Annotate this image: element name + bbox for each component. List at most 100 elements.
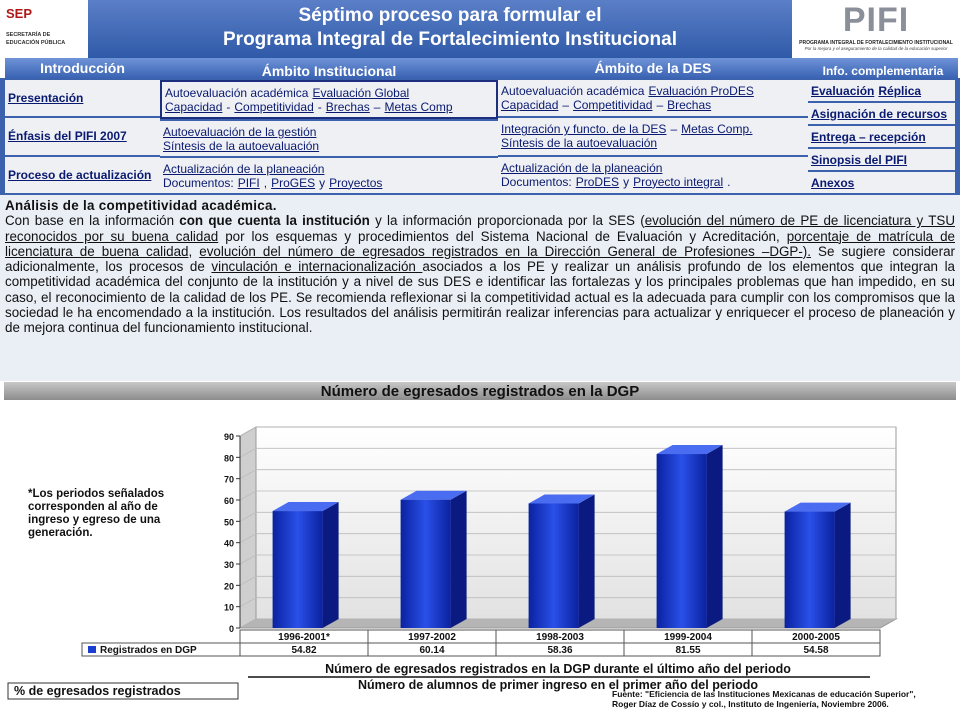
- text-segment: y la información proporcionada por la SE…: [369, 213, 645, 229]
- nav-link[interactable]: Asignación de recursos: [811, 106, 948, 121]
- nav-link[interactable]: Autoevaluación de la gestión: [163, 124, 317, 139]
- nav-link[interactable]: Síntesis de la autoevaluación: [501, 136, 658, 151]
- nav-cell: Evaluación Réplica: [808, 80, 955, 101]
- nav-link[interactable]: Actualización de la planeación: [163, 161, 325, 176]
- y-tick-label: 0: [229, 624, 234, 634]
- tab[interactable]: Info. complementaria: [808, 58, 958, 78]
- nav-link[interactable]: Capacidad: [501, 98, 559, 113]
- nav-cell: Autoevaluación académica Evaluación ProDE…: [498, 80, 808, 117]
- plot-side-wall: [239, 426, 257, 629]
- x-tick-label: 1999-2004: [664, 632, 712, 643]
- text-segment: evolución del número de PE de licenciatu…: [5, 213, 955, 244]
- bar-side: [322, 502, 339, 628]
- source: Fuente: "Eficiencia de las Instituciones…: [612, 689, 916, 699]
- nav-link[interactable]: Énfasis del PIFI 2007: [8, 129, 127, 144]
- nav-line: Autoevaluación académica Evaluación ProDE…: [501, 84, 805, 98]
- y-tick-label: 30: [224, 560, 234, 570]
- denominator: Número de alumnos de primer ingreso en e…: [358, 678, 758, 692]
- text-segment: por los esquemas y procedimientos del Si…: [218, 228, 787, 244]
- nav-cell: Integración y functo. de la DES – Metas Co…: [498, 118, 808, 155]
- sep-logo: SEP SECRETARÍA DE EDUCACIÓN PÚBLICA: [0, 0, 88, 58]
- nav-link[interactable]: Sinopsis del PIFI: [811, 152, 908, 167]
- nav-text: y: [623, 174, 630, 189]
- nav-link[interactable]: Metas Comp.: [681, 122, 753, 137]
- nav-link[interactable]: PIFI: [237, 175, 260, 190]
- nav-text: -: [317, 99, 322, 114]
- bar-top: [528, 494, 595, 504]
- value-label: 60.14: [419, 645, 444, 656]
- nav-column: Presentación Énfasis del PIFI 2007 Proceso…: [5, 80, 160, 193]
- nav-link[interactable]: Actualización de la planeación: [501, 160, 663, 175]
- nav-link[interactable]: Integración y functo. de la DES: [501, 122, 667, 137]
- chart-title-bar: [4, 382, 956, 400]
- nav-link[interactable]: Evaluación Global: [312, 85, 410, 100]
- nav-link[interactable]: Presentación: [8, 91, 84, 106]
- nav-cell: Actualización de la planeación Documentos…: [160, 158, 498, 193]
- nav-link[interactable]: Proyectos: [329, 175, 383, 190]
- nav-link[interactable]: Evaluación ProDES: [648, 84, 754, 99]
- nav-line: Actualización de la planeación: [163, 162, 495, 176]
- nav-link[interactable]: Réplica: [878, 83, 922, 98]
- bar-side: [706, 445, 723, 628]
- nav-link[interactable]: Síntesis de la autoevaluación: [163, 138, 320, 153]
- text-segment: asociados a los PE y realizar un análisi…: [5, 259, 955, 336]
- nav-cell: Asignación de recursos: [808, 103, 955, 124]
- logo-text: EDUCACIÓN PÚBLICA: [6, 40, 66, 46]
- y-tick-label: 80: [224, 453, 234, 463]
- nav-link[interactable]: Anexos: [811, 175, 855, 190]
- nav-link[interactable]: Brechas: [325, 99, 370, 114]
- nav-link[interactable]: ProGES: [271, 175, 316, 190]
- text-segment: Con base en la información: [5, 213, 180, 229]
- header: SEP SECRETARÍA DE EDUCACIÓN PÚBLICA Sépt…: [0, 0, 960, 58]
- bar: [272, 511, 323, 628]
- nav-link[interactable]: Proyecto integral: [633, 174, 724, 189]
- bar: [656, 454, 707, 628]
- nav-cell: Autoevaluación de la gestión Síntesis de …: [160, 121, 498, 156]
- tab[interactable]: Introducción: [5, 58, 160, 78]
- nav-link[interactable]: Proceso de actualización: [8, 167, 152, 182]
- nav-text: –: [562, 98, 570, 113]
- nav-link[interactable]: Entrega – recepción: [811, 129, 926, 144]
- analysis: Análisis de la competitividad académica.…: [0, 195, 960, 381]
- formula-box: [7, 682, 239, 700]
- title: Séptimo proceso para formular el Program…: [110, 4, 790, 52]
- nav-link[interactable]: Metas Comp: [384, 99, 453, 114]
- nav-line: Énfasis del PIFI 2007: [8, 129, 157, 143]
- nav-line: Proceso de actualización: [8, 168, 157, 182]
- nav-line: Asignación de recursos: [811, 107, 952, 121]
- y-tick-label: 40: [224, 539, 234, 549]
- chart-section: Número de egresados registrados en la DG…: [0, 381, 960, 720]
- tab[interactable]: Ámbito de la DES: [498, 58, 808, 78]
- nav-link[interactable]: Brechas: [667, 98, 712, 113]
- logo-name: SEP: [6, 6, 33, 21]
- nav-text: –: [373, 99, 381, 114]
- logo-name: PIFI: [842, 1, 910, 39]
- nav-link[interactable]: Competitividad: [234, 99, 314, 114]
- nav-text: y: [319, 175, 326, 190]
- x-tick-label: 1996-2001*: [278, 632, 330, 643]
- nav-link[interactable]: ProDES: [575, 174, 620, 189]
- nav-column: Autoevaluación académica Evaluación Globa…: [160, 80, 498, 193]
- legend-swatch: [88, 646, 96, 653]
- tab[interactable]: Ámbito Institucional: [160, 58, 498, 79]
- nav-link[interactable]: Evaluación: [811, 83, 875, 98]
- bar-top: [272, 502, 339, 512]
- x-tick-label: 1997-2002: [408, 632, 456, 643]
- analysis-heading: Análisis de la competitividad académica.: [5, 198, 277, 213]
- nav-line: Sinopsis del PIFI: [811, 153, 952, 167]
- bar-top: [784, 502, 851, 512]
- nav-cell: Presentación: [5, 80, 160, 117]
- nav-cell: Énfasis del PIFI 2007: [5, 118, 160, 155]
- text-segment: con que cuenta la institución: [179, 213, 370, 229]
- numerator: Número de egresados registrados en la DG…: [325, 662, 791, 676]
- nav-link[interactable]: Capacidad: [165, 99, 223, 114]
- text-segment: vinculación e internacionalización: [211, 259, 423, 275]
- nav-text: Documentos:: [501, 174, 572, 189]
- nav-line: Síntesis de la autoevaluación: [501, 136, 805, 150]
- nav-link[interactable]: Competitividad: [573, 98, 653, 113]
- value-label: 54.82: [291, 645, 316, 656]
- nav-text: -: [226, 99, 231, 114]
- nav-text: Autoevaluación académica: [501, 84, 645, 99]
- nav-cell: Proceso de actualización: [5, 156, 160, 193]
